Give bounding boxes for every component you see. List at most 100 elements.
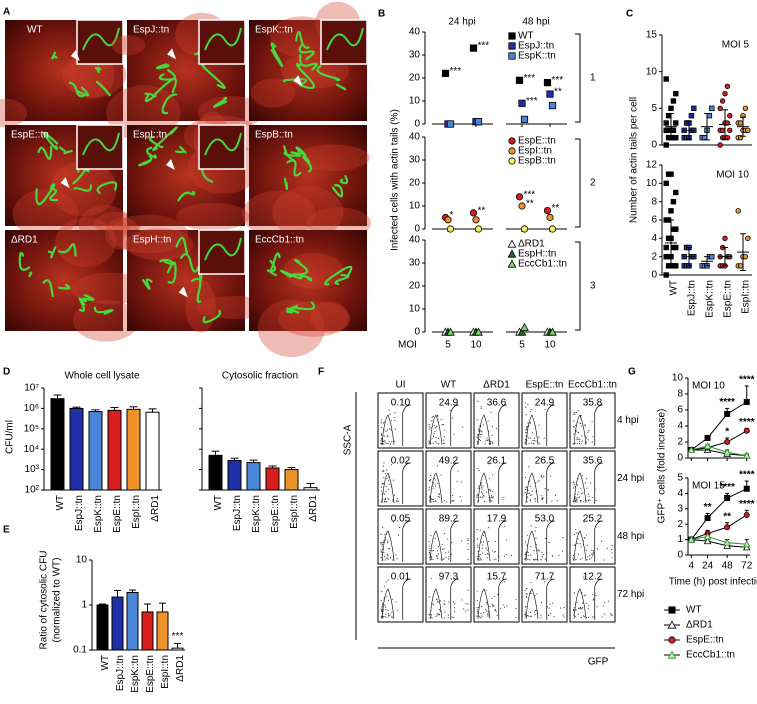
event-dot xyxy=(380,549,382,551)
event-dot xyxy=(543,475,545,478)
event-dot xyxy=(611,552,613,554)
event-dot xyxy=(481,433,483,435)
event-dot xyxy=(527,558,529,561)
significance: **** xyxy=(739,470,755,481)
event-dot xyxy=(533,559,536,561)
event-dot xyxy=(431,417,433,419)
event-dot xyxy=(435,485,437,487)
event-dot xyxy=(584,482,586,484)
event-dot xyxy=(587,616,590,619)
event-dot xyxy=(573,609,575,612)
event-dot xyxy=(537,550,539,552)
significance: *** xyxy=(526,96,538,107)
event-dot xyxy=(552,555,554,557)
event-dot xyxy=(438,494,440,496)
event-dot xyxy=(453,607,456,609)
event-dot xyxy=(439,600,441,602)
event-dot xyxy=(476,419,478,421)
time-label: 24 hpi xyxy=(448,17,475,28)
event-dot xyxy=(529,410,531,413)
event-dot xyxy=(382,603,384,606)
event-dot xyxy=(582,602,584,604)
arrowhead xyxy=(165,158,175,170)
bar xyxy=(145,411,160,491)
gate xyxy=(450,520,459,562)
event-dot xyxy=(480,541,482,543)
data-point xyxy=(691,105,697,112)
event-dot xyxy=(443,548,445,550)
data-point xyxy=(472,216,480,224)
event-dot xyxy=(428,540,430,543)
event-dot xyxy=(550,612,552,615)
actin-tail xyxy=(290,146,303,155)
legend-marker xyxy=(507,259,517,268)
event-dot xyxy=(436,465,439,467)
event-dot xyxy=(453,500,455,502)
event-dot xyxy=(460,500,462,502)
event-dot xyxy=(604,613,606,615)
event-dot xyxy=(387,436,389,438)
event-dot xyxy=(479,559,481,561)
significance: **** xyxy=(739,499,755,510)
micrograph xyxy=(249,125,367,226)
event-dot xyxy=(384,613,387,616)
event-dot xyxy=(576,442,578,445)
tile-label: EccCb1::tn xyxy=(255,235,304,246)
legend-marker xyxy=(508,42,516,50)
significance: **** xyxy=(719,397,735,408)
actin-tail xyxy=(316,65,341,82)
legend-marker xyxy=(508,137,516,145)
event-dot xyxy=(436,426,438,428)
event-dot xyxy=(451,494,454,497)
actin-tail xyxy=(324,265,353,286)
event-dot xyxy=(390,419,393,421)
event-dot xyxy=(585,441,588,443)
event-dot xyxy=(478,555,481,557)
y-tick-label: 0 xyxy=(677,550,683,561)
arrowhead xyxy=(293,75,303,87)
event-dot xyxy=(476,496,478,499)
event-dot xyxy=(580,422,582,425)
data-point xyxy=(469,209,478,217)
event-dot xyxy=(388,428,391,430)
event-dot xyxy=(437,496,439,498)
y-tick-label: 10 xyxy=(646,66,658,77)
event-dot xyxy=(476,590,478,592)
cell-body xyxy=(125,228,194,261)
event-dot xyxy=(529,559,531,561)
inset-tail xyxy=(82,132,120,156)
event-dot xyxy=(532,442,535,445)
event-dot xyxy=(524,554,526,556)
y-tick-label: 2 xyxy=(677,519,683,530)
actin-tail xyxy=(42,279,54,298)
inset xyxy=(76,19,124,65)
y-tick-label: 20 xyxy=(409,178,421,189)
event-dot xyxy=(529,494,531,496)
event-dot xyxy=(553,616,555,618)
event-dot xyxy=(524,558,526,561)
event-dot xyxy=(503,606,506,608)
event-dot xyxy=(386,557,389,559)
event-dot xyxy=(390,429,392,431)
event-dot xyxy=(545,537,547,540)
event-dot xyxy=(480,491,482,493)
event-dot xyxy=(529,422,531,424)
y-tick-label: 10⁴ xyxy=(24,444,39,455)
panel-letter: B xyxy=(378,9,385,20)
event-dot xyxy=(530,408,532,411)
actin-tail xyxy=(280,269,303,280)
y-tick-label: 10³ xyxy=(25,464,40,475)
actin-tail xyxy=(302,156,313,173)
event-dot xyxy=(391,611,393,614)
event-dot xyxy=(387,540,389,542)
data-point xyxy=(742,451,751,459)
event-dot xyxy=(591,616,594,618)
gate xyxy=(498,462,507,504)
population-outline xyxy=(429,588,443,620)
actin-tail xyxy=(138,154,153,167)
event-dot xyxy=(385,491,387,493)
event-dot xyxy=(574,499,577,501)
event-dot xyxy=(385,608,387,611)
event-dot xyxy=(383,493,386,495)
event-dot xyxy=(524,590,526,592)
